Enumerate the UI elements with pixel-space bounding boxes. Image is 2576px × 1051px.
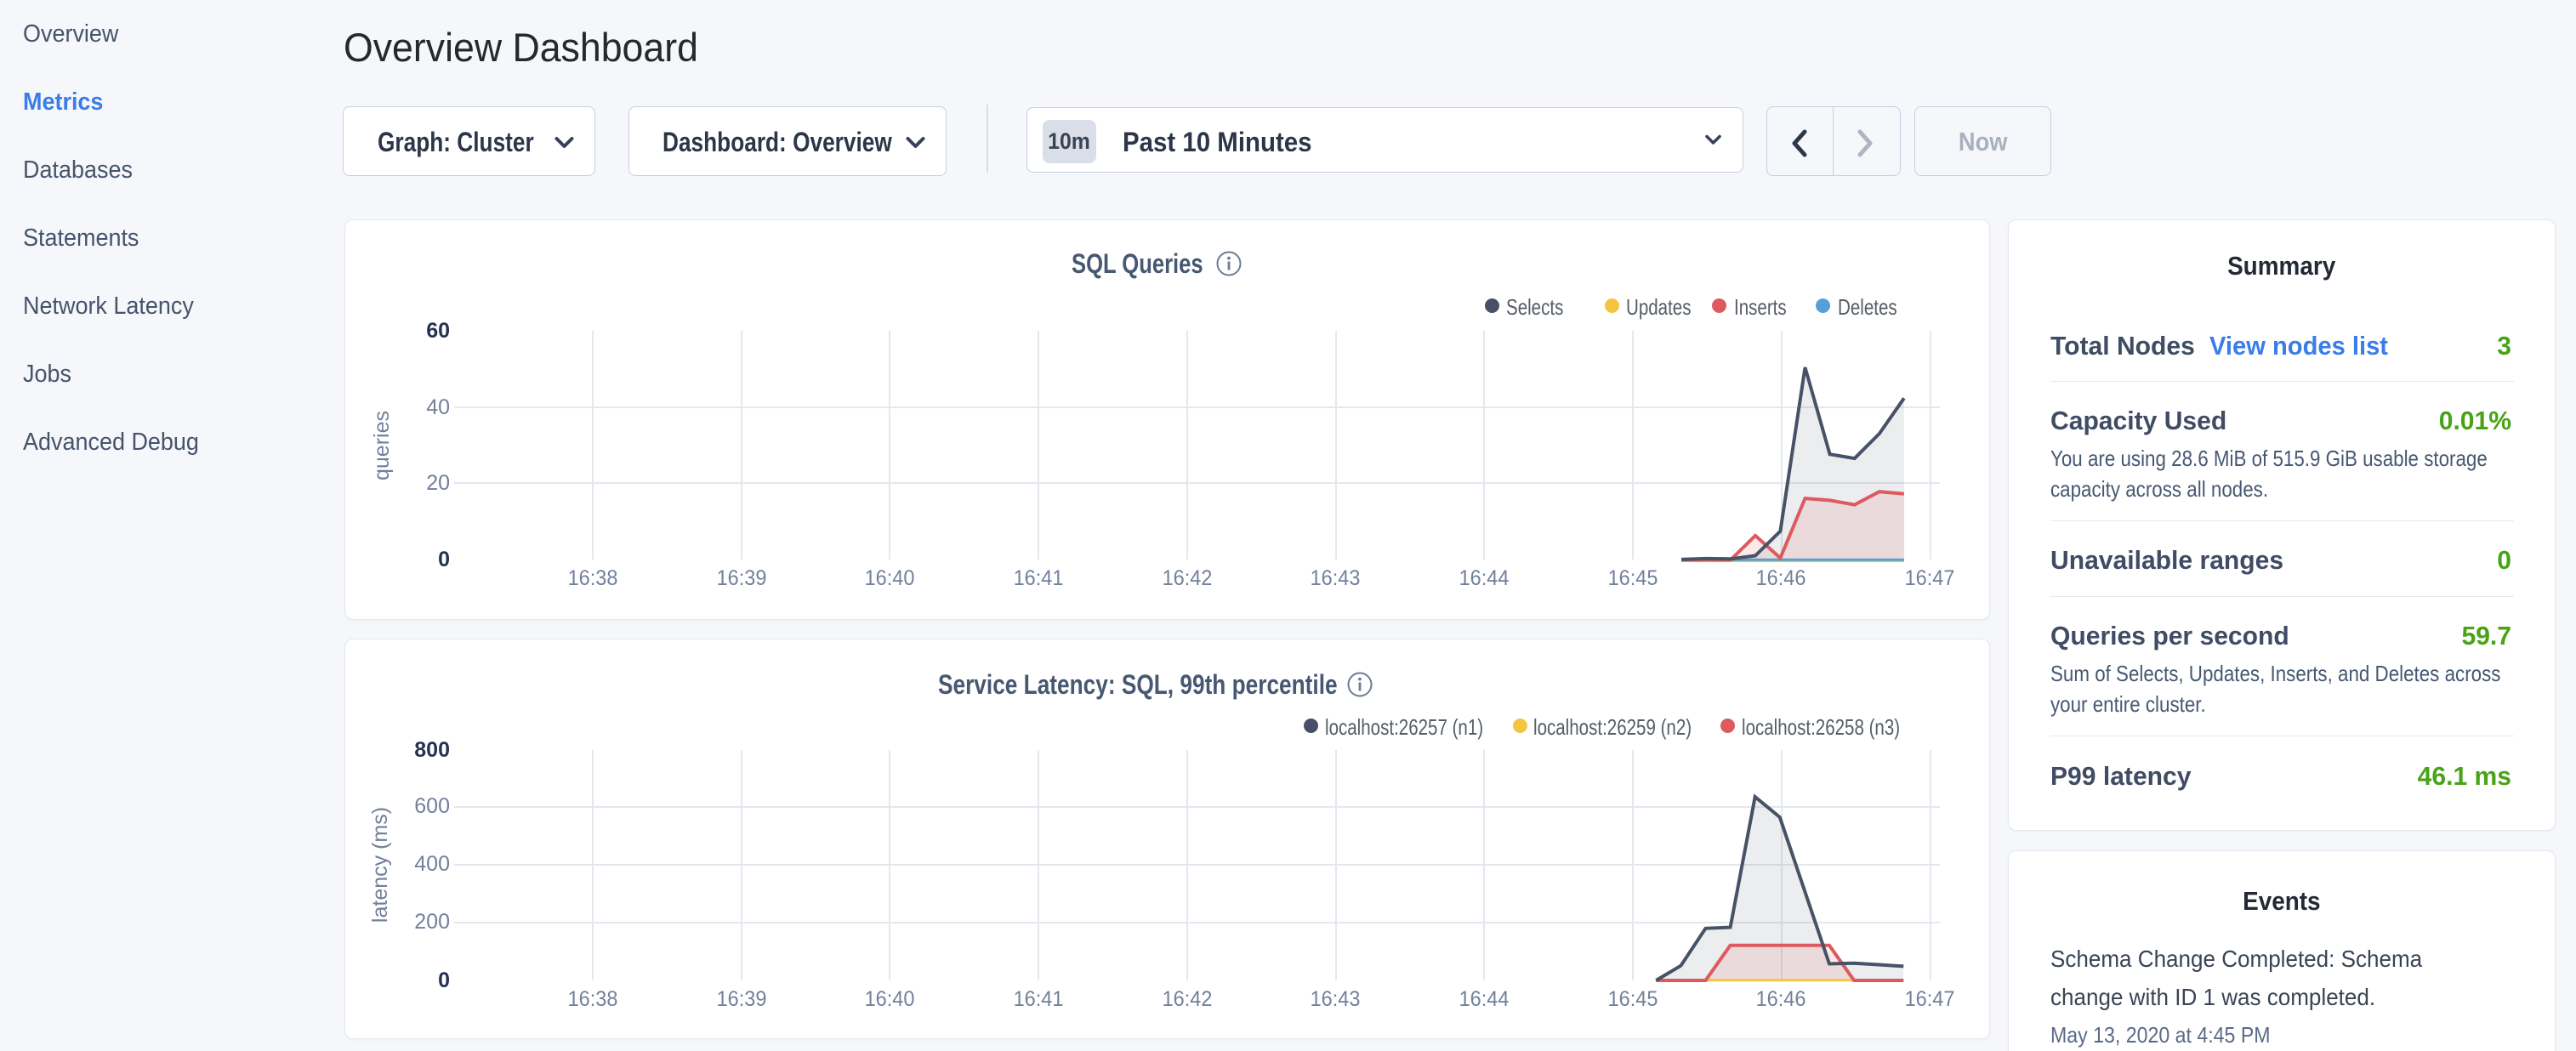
svg-text:queries: queries: [370, 411, 394, 480]
svg-text:latency (ms): latency (ms): [368, 807, 392, 923]
